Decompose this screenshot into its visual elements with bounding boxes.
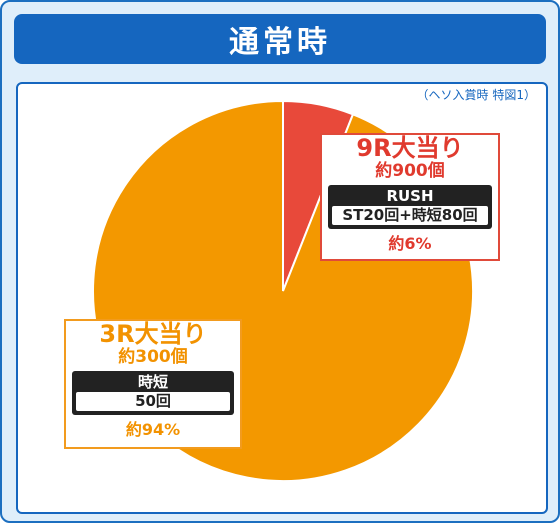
callout-9r-badge: RUSH ST20回+時短80回 xyxy=(328,185,492,229)
page-title: 通常時 xyxy=(229,25,331,60)
title-bar: 通常時 xyxy=(14,14,546,64)
callout-9r-title: 9R大当り xyxy=(356,134,464,162)
callout-9r-payout: 約900個 xyxy=(375,161,445,181)
callout-3r-title: 3R大当り xyxy=(99,320,207,348)
callout-3r-badge-label: 時短 xyxy=(137,373,168,391)
callout-9r-percent: 約6% xyxy=(388,234,432,253)
callout-3r-badge: 時短 50回 xyxy=(72,371,234,415)
callout-3r-percent: 約94% xyxy=(125,420,181,439)
chart-note: （ヘソ入賞時 特図1） xyxy=(416,88,536,102)
callout-3r-badge-value: 50回 xyxy=(76,392,230,411)
callout-9r: 9R大当り 約900個 RUSH ST20回+時短80回 約6% xyxy=(320,133,500,261)
callout-9r-badge-label: RUSH xyxy=(386,187,434,205)
callout-9r-badge-value: ST20回+時短80回 xyxy=(332,206,488,225)
callout-3r: 3R大当り 約300個 時短 50回 約94% xyxy=(64,319,242,449)
callout-3r-payout: 約300個 xyxy=(118,347,188,367)
